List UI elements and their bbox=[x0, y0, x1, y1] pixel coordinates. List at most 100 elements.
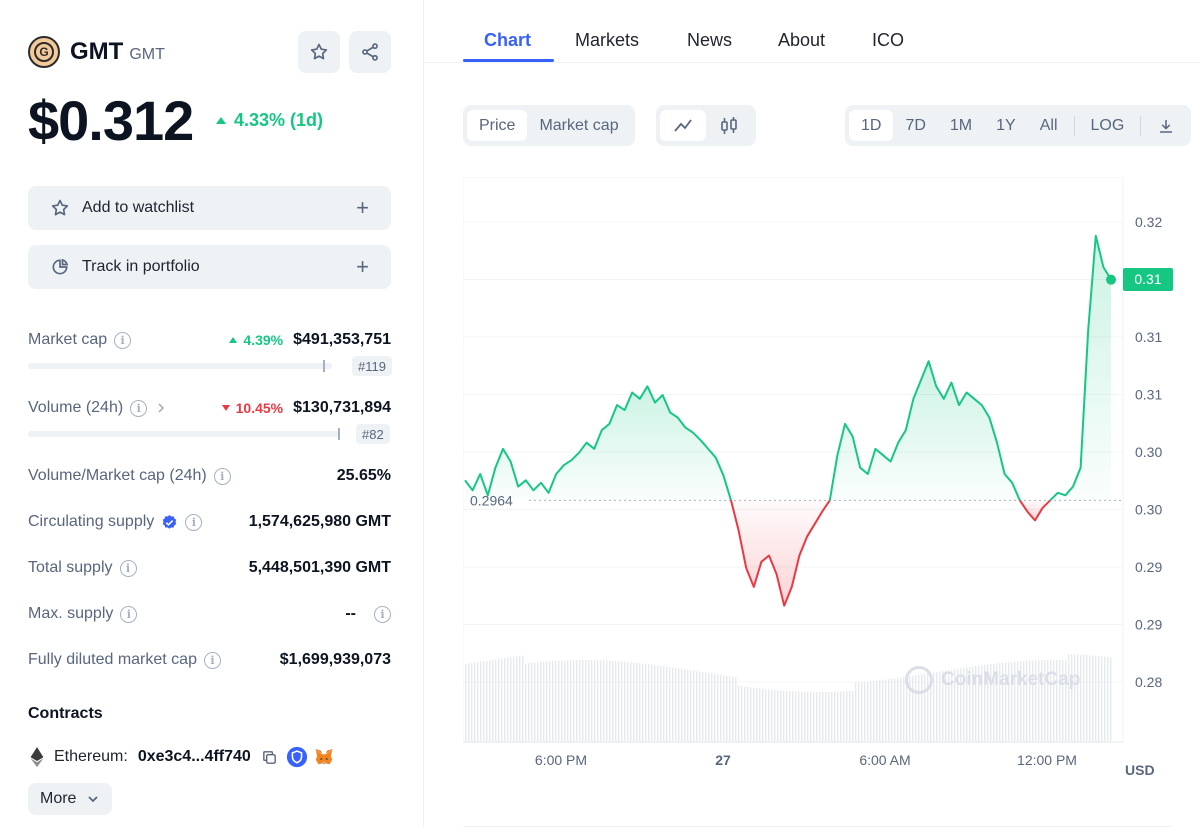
volume-bar bbox=[468, 663, 470, 742]
toolbar-divider bbox=[1073, 115, 1075, 136]
coin-sidebar: G GMT GMT $0.312 4.33% (1d) Add to watch… bbox=[0, 0, 424, 827]
market-cap-toggle[interactable]: Market cap bbox=[539, 116, 619, 134]
tab-chart[interactable]: Chart bbox=[484, 30, 532, 50]
volume-bar bbox=[981, 665, 983, 742]
info-icon[interactable]: i bbox=[130, 399, 148, 417]
volume-bar bbox=[819, 691, 821, 742]
volume-bar bbox=[594, 660, 596, 742]
log-scale-toggle[interactable]: LOG bbox=[1090, 116, 1125, 134]
volume-bar bbox=[651, 664, 653, 742]
tab-about[interactable]: About bbox=[778, 30, 826, 50]
volume-bar bbox=[645, 663, 647, 742]
volume-bar bbox=[810, 691, 812, 742]
range-7d[interactable]: 7D bbox=[905, 116, 926, 134]
volume-bar bbox=[762, 688, 764, 742]
info-icon[interactable]: i bbox=[185, 513, 203, 531]
volume-bar bbox=[747, 686, 749, 742]
tab-news[interactable]: News bbox=[687, 30, 733, 50]
copy-icon[interactable] bbox=[261, 749, 278, 766]
info-icon[interactable]: i bbox=[120, 605, 138, 623]
volume-bar bbox=[1050, 660, 1052, 742]
favorite-button[interactable] bbox=[298, 31, 340, 73]
volume-change: 10.45% bbox=[221, 400, 283, 416]
info-icon[interactable]: i bbox=[114, 331, 132, 349]
metamask-fox-icon[interactable] bbox=[313, 746, 335, 768]
volume-bar bbox=[759, 688, 761, 742]
volume-bar bbox=[714, 674, 716, 742]
volume-bar bbox=[657, 665, 659, 742]
market-cap-rank-bar bbox=[28, 360, 332, 372]
share-button[interactable] bbox=[349, 31, 391, 73]
price-line-down bbox=[730, 499, 831, 607]
volume-bar bbox=[786, 690, 788, 742]
volume-bar bbox=[1056, 660, 1058, 742]
current-price-dot bbox=[1106, 274, 1116, 285]
range-all[interactable]: All bbox=[1039, 116, 1058, 134]
volume-bar bbox=[474, 662, 476, 742]
volume-bar bbox=[711, 673, 713, 742]
candlestick-icon bbox=[721, 116, 737, 134]
volume-bar bbox=[969, 666, 971, 742]
range-1m[interactable]: 1M bbox=[949, 116, 973, 134]
volume-bar bbox=[579, 660, 581, 742]
volume-bar bbox=[705, 672, 707, 742]
coinmarketcap-logo-icon bbox=[905, 666, 933, 694]
volume-bar bbox=[549, 661, 551, 742]
tab-markets[interactable]: Markets bbox=[575, 30, 640, 50]
volume-bar bbox=[492, 659, 494, 742]
info-icon[interactable]: i bbox=[203, 651, 221, 669]
range-1d[interactable]: 1D bbox=[849, 110, 894, 141]
volume-bar bbox=[735, 677, 737, 742]
market-cap-value: $491,353,751 bbox=[293, 331, 391, 348]
volume-bar bbox=[573, 660, 575, 742]
volume-bar bbox=[1104, 656, 1106, 742]
contract-address[interactable]: 0xe3c4...4ff740 bbox=[137, 748, 251, 765]
volume-bar bbox=[618, 661, 620, 742]
volume-bar bbox=[687, 669, 689, 742]
y-tick-label: 0.32 bbox=[1135, 214, 1162, 230]
toolbar-divider bbox=[1140, 115, 1142, 136]
contract-row: Ethereum: 0xe3c4...4ff740 bbox=[28, 746, 335, 768]
volume-bar bbox=[897, 677, 899, 742]
volume-bar bbox=[561, 660, 563, 742]
download-button[interactable] bbox=[1145, 110, 1187, 141]
more-contracts-button[interactable]: More bbox=[28, 783, 113, 815]
volume-bar bbox=[1041, 660, 1043, 742]
chevron-right-icon[interactable] bbox=[155, 402, 167, 414]
volume-bar bbox=[516, 656, 518, 742]
price-toggle[interactable]: Price bbox=[467, 110, 528, 141]
volume-bar bbox=[921, 674, 923, 742]
volume-bar bbox=[483, 661, 485, 742]
track-portfolio-button[interactable]: Track in portfolio + bbox=[28, 245, 391, 289]
volume-bar bbox=[990, 664, 992, 742]
volume-bar bbox=[858, 682, 860, 742]
volume-bar bbox=[1044, 660, 1046, 742]
volume-bar bbox=[540, 661, 542, 742]
range-1y[interactable]: 1Y bbox=[996, 116, 1016, 134]
volume-bar bbox=[567, 660, 569, 742]
caret-down-icon bbox=[221, 405, 230, 411]
volume-bar bbox=[609, 660, 611, 742]
volume-bar bbox=[654, 665, 656, 742]
volume-bar bbox=[588, 660, 590, 742]
volume-bar bbox=[801, 691, 803, 742]
volume-bar bbox=[1011, 661, 1013, 742]
volume-bar bbox=[756, 688, 758, 742]
fully-diluted-value: $1,699,939,073 bbox=[279, 651, 391, 668]
tab-ico[interactable]: ICO bbox=[872, 30, 905, 50]
price-area-up bbox=[1050, 235, 1111, 501]
volume-bar bbox=[1014, 661, 1016, 742]
volume-bar bbox=[939, 671, 941, 742]
volume-bar bbox=[792, 691, 794, 742]
candle-chart-toggle[interactable] bbox=[706, 110, 752, 141]
info-icon[interactable]: i bbox=[374, 605, 391, 623]
info-icon[interactable]: i bbox=[119, 559, 137, 577]
more-label: More bbox=[40, 790, 77, 807]
shield-icon[interactable] bbox=[286, 746, 308, 768]
price-chart[interactable]: 0.320.320.310.310.300.300.290.290.280.29… bbox=[463, 177, 1183, 777]
line-chart-toggle[interactable] bbox=[660, 110, 706, 141]
info-icon[interactable]: i bbox=[213, 467, 231, 485]
add-to-watchlist-button[interactable]: Add to watchlist + bbox=[28, 186, 391, 230]
volume-bar bbox=[876, 680, 878, 742]
volume-bar bbox=[1077, 654, 1079, 742]
